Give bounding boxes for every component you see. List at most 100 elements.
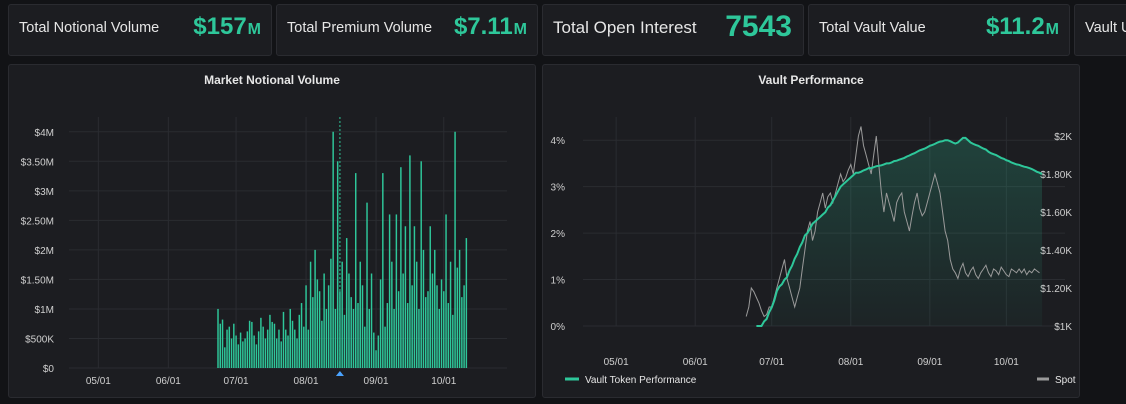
bar [336,161,339,368]
bar [422,249,425,368]
bar [456,267,459,368]
bar [420,161,422,368]
bar [294,329,296,368]
bar [287,335,289,368]
bar [244,338,246,368]
x-tick-label: 05/01 [604,357,629,368]
bar [271,321,273,368]
x-tick-label: 08/01 [838,357,863,368]
bar [233,323,235,368]
y-tick-label: $0 [43,364,55,375]
bar [291,320,294,368]
stat-value: $157M [193,13,261,40]
x-tick-label: 07/01 [759,357,784,368]
bar [404,226,407,368]
y-right-tick-label: $2K [1054,132,1072,143]
bar [413,226,416,368]
bar [253,335,255,368]
y-left-tick-label: 2% [551,229,566,240]
bar [321,320,323,368]
bar [296,338,298,368]
y-tick-label: $3M [35,187,54,198]
stat-label: Total Notional Volume [19,20,160,36]
bar [366,202,368,368]
bar [454,131,456,368]
stat-card-vault-value: Total Vault Value $11.2M [808,4,1070,56]
bar [341,261,343,368]
bar [359,261,361,368]
y-left-tick-label: 1% [551,276,566,287]
bar [429,226,431,368]
bar [303,326,305,368]
bar [375,350,377,368]
bar [260,317,262,368]
bar [411,285,413,368]
bar [325,308,328,368]
y-tick-label: $2M [35,246,54,257]
bar [230,338,233,368]
bar [418,308,420,368]
bar [388,214,391,368]
x-tick-label: 10/01 [994,357,1019,368]
stat-value: $11.2M [985,13,1059,40]
bar [248,320,251,368]
vault-performance-chart: 05/01 06/01 07/01 08/01 09/01 10/01 0% 1% 2% 3% 4%… [551,117,1079,386]
stat-card-premium: Total Premium Volume $7.11M [276,4,538,56]
stat-card-vault-partial: Vault U [1074,4,1126,56]
bar [327,285,330,368]
bar [255,344,258,368]
bar [273,323,276,368]
stat-value: $7.11M [453,13,527,40]
bar [406,303,409,368]
bar [285,329,287,368]
bar [382,173,384,368]
bar [452,314,454,368]
vault-token-performance-line [756,136,1043,327]
x-tick-label: 08/01 [294,376,319,387]
bar [386,303,389,368]
bar [280,341,282,368]
bar [463,285,465,368]
x-tick-label: 07/01 [224,376,249,387]
bar [438,308,441,368]
bar [312,297,314,368]
y-tick-label: $1M [35,305,54,316]
spot-price-line [745,126,1040,318]
bar [226,329,228,368]
stat-value: 7543 [725,10,792,43]
bar [298,314,301,368]
stat-label: Total Open Interest [553,18,697,37]
x-tick-label: 10/01 [431,376,456,387]
legend-label-vault: Vault Token Performance [585,375,697,386]
stat-card-notional: Total Notional Volume $157M [8,4,272,56]
x-tick-label: 09/01 [364,376,389,387]
stat-label: Total Premium Volume [287,20,433,36]
vault-performance-panel: Vault Performance 05/01 06/01 07/01 08/01 09… [542,64,1080,398]
y-tick-label: $500K [25,334,54,345]
x-tick-label: 05/01 [86,376,111,387]
bar [257,331,260,368]
x-tick-label: 09/01 [917,357,942,368]
bar [352,308,355,368]
bar [415,261,418,368]
bar [461,297,463,368]
bar [345,238,348,368]
bar [395,214,398,368]
bar [445,214,447,368]
bar [264,338,267,368]
legend-label-spot: Spot Price [1055,375,1079,386]
bar [449,261,452,368]
bar [275,338,278,368]
bar [224,347,226,368]
y-tick-label: $1.50M [21,275,54,286]
bar [246,331,249,368]
y-right-tick-label: $1.60K [1040,208,1072,219]
market-notional-volume-panel: Market Notional Volume 05/01 06/01 07/01 08… [8,64,536,398]
bar [262,326,264,368]
bar [343,314,346,368]
bar [269,314,271,368]
bar [391,261,393,368]
bar [242,341,244,368]
bar [323,273,325,368]
bar [440,279,443,368]
